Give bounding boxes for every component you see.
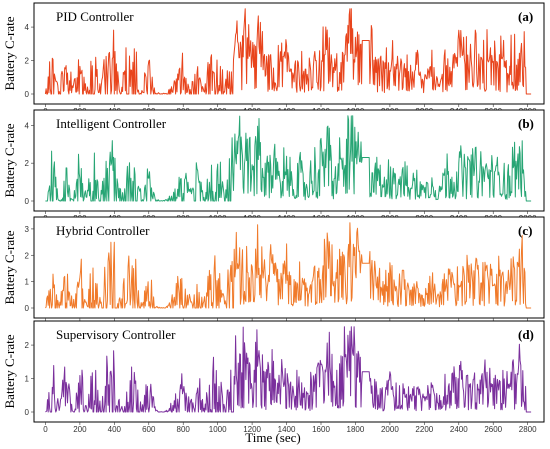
y-axis-label: Battery C-rate (2, 230, 17, 304)
panel-title: PID Controller (56, 9, 134, 24)
x-tick-label: 1000 (209, 425, 227, 434)
panel-letter: (b) (518, 116, 534, 131)
panel-title: Supervisory Controller (56, 327, 176, 342)
x-tick-label: 0 (43, 425, 48, 434)
x-tick-label: 400 (108, 425, 122, 434)
x-tick-label: 2400 (450, 425, 468, 434)
panel-letter: (a) (518, 9, 533, 24)
y-tick-label: 4 (25, 23, 30, 32)
panel-1: 0200400600800100012001400160018002000220… (2, 2, 545, 116)
y-tick-label: 2 (25, 341, 30, 350)
panels: 0200400600800100012001400160018002000220… (2, 2, 545, 434)
x-tick-label: 600 (142, 425, 156, 434)
x-tick-label: 1200 (243, 425, 261, 434)
y-tick-label: 4 (25, 121, 30, 130)
y-axis-label: Battery C-rate (2, 123, 17, 197)
y-tick-label: 0 (25, 304, 30, 313)
y-tick-label: 3 (25, 225, 30, 234)
series-line (45, 222, 532, 309)
y-tick-label: 2 (25, 251, 30, 260)
y-tick-label: 2 (25, 57, 30, 66)
y-tick-label: 1 (25, 278, 30, 287)
x-tick-label: 2800 (519, 425, 537, 434)
x-tick-label: 1800 (347, 425, 365, 434)
panel-title: Hybrid Controller (56, 223, 150, 238)
x-tick-label: 2000 (381, 425, 399, 434)
x-tick-label: 2200 (415, 425, 433, 434)
panel-letter: (c) (518, 223, 532, 238)
y-tick-label: 1 (25, 375, 30, 384)
y-tick-label: 2 (25, 159, 30, 168)
y-tick-label: 0 (25, 90, 30, 99)
x-tick-label: 800 (177, 425, 191, 434)
y-tick-label: 0 (25, 197, 30, 206)
x-tick-label: 200 (73, 425, 87, 434)
x-tick-label: 1400 (278, 425, 296, 434)
series-line (45, 115, 532, 202)
panel-title: Intelligent Controller (56, 116, 167, 131)
series-line (44, 8, 532, 95)
x-tick-label: 1600 (312, 425, 330, 434)
series-line (45, 326, 532, 413)
panel-2: 0200400600800100012001400160018002000220… (2, 109, 545, 223)
panel-4: 0 200 400 600 800 1000 1200 1400 1600 1800 2000 220… (2, 320, 545, 434)
y-axis-label: Battery C-rate (2, 16, 17, 90)
y-axis-label: Battery C-rate (2, 334, 17, 408)
x-axis-label: Time (sec) (245, 430, 301, 445)
y-tick-label: 0 (25, 408, 30, 417)
panel-letter: (d) (518, 327, 534, 342)
panel-3: 0200400600800100012001400160018002000220… (2, 216, 545, 330)
x-tick-label: 2600 (484, 425, 502, 434)
